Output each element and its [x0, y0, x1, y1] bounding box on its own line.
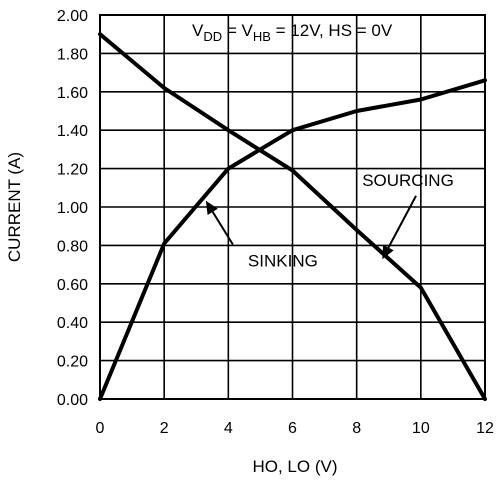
grid-layer: [100, 15, 485, 399]
sinking-annotation-arrowhead: [205, 200, 218, 215]
condition-text: = 12V, HS = 0V: [271, 21, 393, 40]
y-tick-label: 1.60: [57, 85, 88, 102]
sourcing-annotation-arrow-shaft: [387, 195, 417, 249]
sinking-annotation-label: SINKING: [248, 252, 318, 271]
plot-frame: [99, 14, 486, 400]
sinking-annotation-arrow-shaft: [211, 211, 234, 246]
x-tick-label: 12: [476, 420, 494, 437]
y-tick-label: 2.00: [57, 8, 88, 25]
x-axis-title: HO, LO (V): [252, 457, 337, 476]
condition-text: V: [192, 21, 204, 40]
tick-layer: 0 2 4 6 8 10 12 0.00 0.20 0.40 0.60 0.80 1.00 1.20 1.4…: [57, 8, 494, 437]
y-tick-label: 0.60: [57, 277, 88, 294]
y-axis-title: CURRENT (A): [5, 152, 24, 262]
x-tick-label: 6: [288, 420, 297, 437]
x-tick-label: 8: [352, 420, 361, 437]
condition-subscript: DD: [203, 29, 222, 44]
sinking-series-line: [98, 78, 487, 401]
y-tick-label: 0.80: [57, 238, 88, 255]
sourcing-series-line: [98, 32, 487, 401]
condition-subscript: HB: [253, 29, 271, 44]
annotation-layer: SINKING SOURCING: [205, 171, 454, 271]
y-tick-label: 0.40: [57, 315, 88, 332]
condition-label: VDD = VHB = 12V, HS = 0V: [192, 21, 393, 44]
y-tick-label: 1.40: [57, 123, 88, 140]
series-layer: [98, 32, 487, 401]
sourcing-annotation-label: SOURCING: [362, 171, 454, 190]
y-tick-label: 1.80: [57, 46, 88, 63]
x-tick-label: 0: [96, 420, 105, 437]
x-tick-label: 4: [224, 420, 233, 437]
y-tick-label: 0.20: [57, 354, 88, 371]
y-tick-label: 0.00: [57, 392, 88, 409]
x-tick-label: 10: [412, 420, 430, 437]
condition-text: = V: [222, 21, 253, 40]
y-tick-label: 1.00: [57, 200, 88, 217]
y-tick-label: 1.20: [57, 162, 88, 179]
x-tick-label: 2: [160, 420, 169, 437]
sourcing-annotation-arrowhead: [382, 244, 394, 260]
